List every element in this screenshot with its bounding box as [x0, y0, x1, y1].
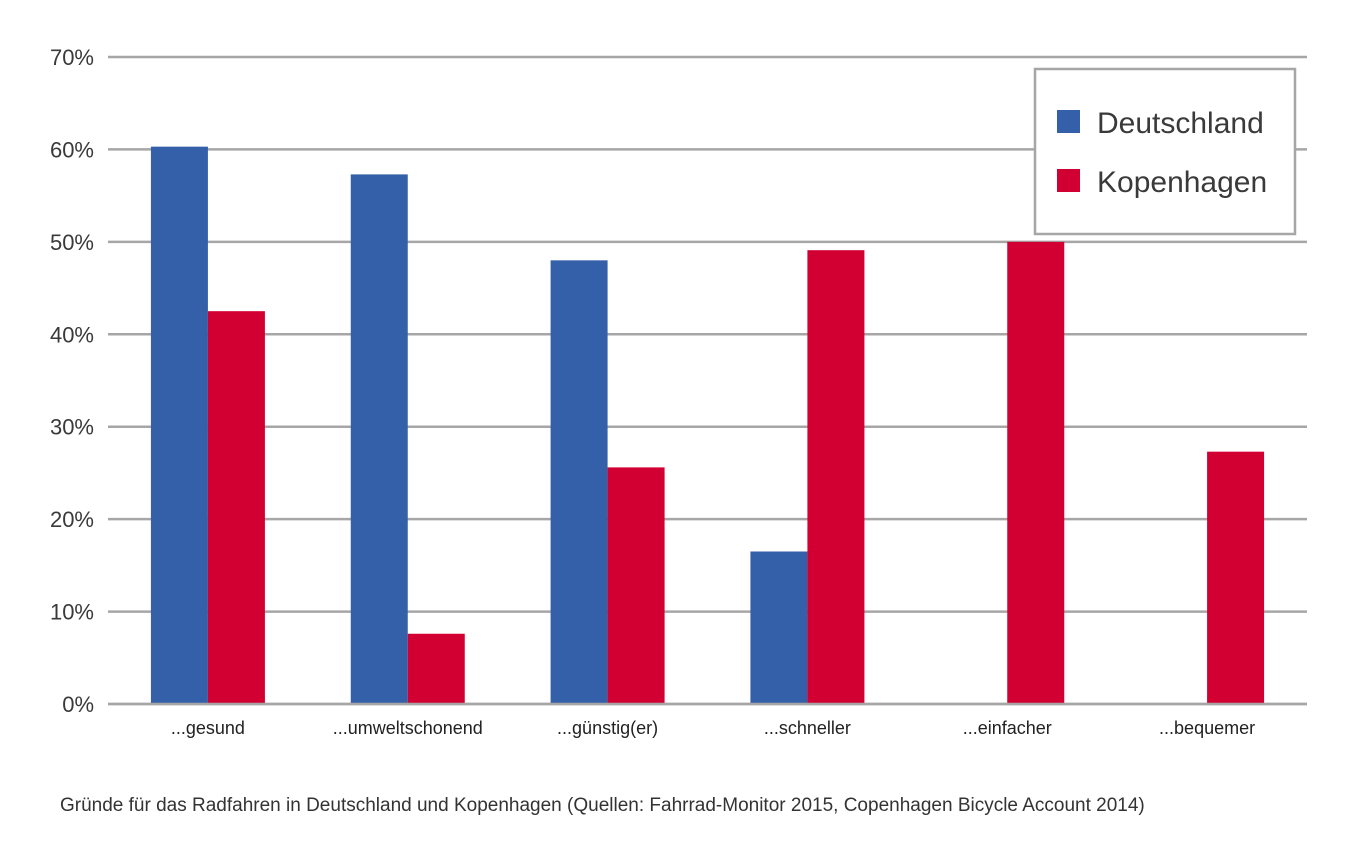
bar-kopenhagen-0: [207, 311, 265, 704]
bar-deutschland-3: [750, 551, 808, 704]
legend-label-kopenhagen: Kopenhagen: [1097, 166, 1267, 199]
bar-kopenhagen-2: [607, 467, 665, 704]
legend-label-deutschland: Deutschland: [1097, 107, 1264, 140]
bar-deutschland-1: [350, 174, 408, 705]
bar-kopenhagen-3: [807, 250, 865, 704]
y-tick-label: 50%: [50, 230, 94, 255]
legend: Deutschland Kopenhagen: [1033, 67, 1297, 236]
y-tick-label: 40%: [50, 322, 94, 347]
y-tick-label: 0%: [62, 692, 94, 717]
x-category-label: ...bequemer: [1159, 718, 1255, 738]
legend-swatch-deutschland: [1057, 110, 1080, 133]
y-tick-label: 30%: [50, 415, 94, 440]
x-category-label: ...umweltschonend: [333, 718, 483, 738]
bar-kopenhagen-5: [1207, 451, 1265, 704]
gridlines: [108, 55, 1307, 706]
bars: [108, 146, 1307, 706]
x-category-label: ...günstig(er): [557, 718, 658, 738]
y-tick-label: 60%: [50, 137, 94, 162]
y-axis-tick-labels: 0% 10% 20% 30% 40% 50% 60% 70%: [50, 45, 94, 717]
x-category-label: ...einfacher: [963, 718, 1052, 738]
chart-caption: Gründe für das Radfahren in Deutschland …: [60, 795, 1145, 816]
y-tick-label: 70%: [50, 45, 94, 70]
x-axis-category-labels: ...gesund ...umweltschonend ...günstig(er)…: [171, 718, 1255, 738]
x-category-label: ...schneller: [764, 718, 851, 738]
bar-kopenhagen-1: [407, 633, 465, 704]
y-tick-label: 20%: [50, 507, 94, 532]
y-tick-label: 10%: [50, 600, 94, 625]
x-category-label: ...gesund: [171, 718, 245, 738]
bar-deutschland-2: [550, 260, 608, 704]
bar-kopenhagen-4: [1007, 241, 1065, 704]
legend-swatch-kopenhagen: [1057, 169, 1080, 192]
bar-deutschland-0: [150, 146, 208, 705]
legend-box: [1033, 67, 1297, 236]
